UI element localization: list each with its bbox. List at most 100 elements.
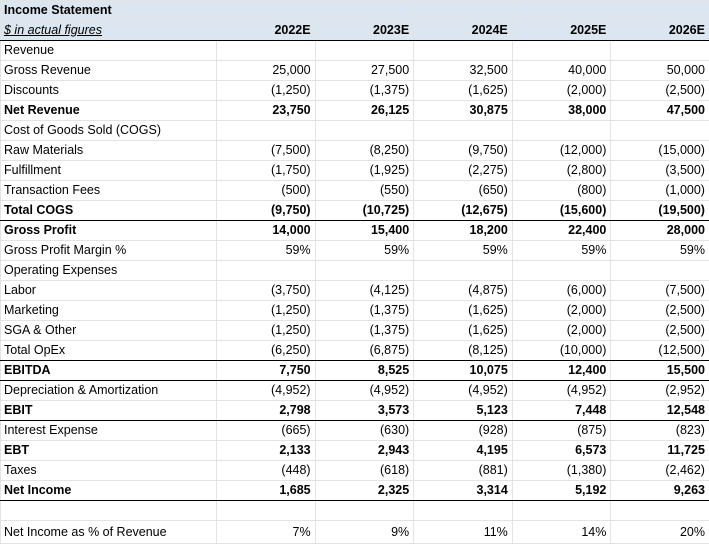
value-cell[interactable] [511, 40, 612, 61]
value-cell[interactable] [216, 40, 316, 61]
value-cell[interactable]: 59% [216, 240, 316, 261]
value-cell[interactable]: 2,798 [216, 400, 316, 421]
value-cell[interactable] [610, 260, 709, 281]
row-label[interactable]: Labor [0, 280, 217, 301]
value-cell[interactable]: (1,380) [511, 460, 612, 481]
row-label[interactable]: Raw Materials [0, 140, 217, 161]
value-cell[interactable] [610, 120, 709, 141]
value-cell[interactable]: (2,000) [511, 80, 612, 101]
value-cell[interactable]: (15,000) [610, 140, 709, 161]
value-cell[interactable]: 5,192 [511, 480, 612, 501]
value-cell[interactable]: (12,500) [610, 340, 709, 361]
row-label[interactable]: Net Income as % of Revenue [0, 520, 217, 544]
value-cell[interactable] [314, 40, 415, 61]
row-label[interactable]: EBIT [0, 400, 217, 421]
value-cell[interactable]: (3,500) [610, 160, 709, 181]
value-cell[interactable]: (500) [216, 180, 316, 201]
value-cell[interactable]: (1,625) [413, 320, 513, 341]
value-cell[interactable]: 3,314 [413, 480, 513, 501]
value-cell[interactable]: (1,250) [216, 320, 316, 341]
value-cell[interactable]: 27,500 [314, 60, 415, 81]
value-cell[interactable]: 2,943 [314, 440, 415, 461]
value-cell[interactable]: (1,750) [216, 160, 316, 181]
value-cell[interactable] [610, 40, 709, 61]
value-cell[interactable]: (4,952) [413, 380, 513, 401]
row-label[interactable]: Net Income [0, 480, 217, 501]
value-cell[interactable]: (1,250) [216, 300, 316, 321]
value-cell[interactable]: 59% [413, 240, 513, 261]
value-cell[interactable]: 22,400 [511, 220, 612, 241]
value-cell[interactable]: 47,500 [610, 100, 709, 121]
row-label[interactable]: Marketing [0, 300, 217, 321]
value-cell[interactable]: (875) [511, 420, 612, 441]
value-cell[interactable]: (2,000) [511, 300, 612, 321]
value-cell[interactable]: (2,952) [610, 380, 709, 401]
row-label[interactable]: Total COGS [0, 200, 217, 221]
value-cell[interactable]: 26,125 [314, 100, 415, 121]
value-cell[interactable]: 4,195 [413, 440, 513, 461]
row-label[interactable]: Depreciation & Amortization [0, 380, 217, 401]
value-cell[interactable]: 38,000 [511, 100, 612, 121]
row-label[interactable]: Gross Revenue [0, 60, 217, 81]
value-cell[interactable]: 50,000 [610, 60, 709, 81]
value-cell[interactable]: 15,500 [610, 360, 709, 381]
value-cell[interactable]: (881) [413, 460, 513, 481]
value-cell[interactable]: (2,000) [511, 320, 612, 341]
value-cell[interactable]: 9,263 [610, 480, 709, 501]
row-label[interactable]: EBITDA [0, 360, 217, 381]
value-cell[interactable]: (4,875) [413, 280, 513, 301]
value-cell[interactable]: 2,325 [314, 480, 415, 501]
value-cell[interactable]: 30,875 [413, 100, 513, 121]
value-cell[interactable]: (10,000) [511, 340, 612, 361]
value-cell[interactable]: 25,000 [216, 60, 316, 81]
value-cell[interactable]: (6,000) [511, 280, 612, 301]
value-cell[interactable]: (2,800) [511, 160, 612, 181]
value-cell[interactable]: (6,250) [216, 340, 316, 361]
value-cell[interactable]: (2,275) [413, 160, 513, 181]
value-cell[interactable]: 11,725 [610, 440, 709, 461]
value-cell[interactable]: (4,952) [216, 380, 316, 401]
value-cell[interactable] [216, 260, 316, 281]
value-cell[interactable]: (7,500) [216, 140, 316, 161]
value-cell[interactable]: 59% [314, 240, 415, 261]
value-cell[interactable]: (10,725) [314, 200, 415, 221]
value-cell[interactable]: (1,625) [413, 300, 513, 321]
value-cell[interactable]: 28,000 [610, 220, 709, 241]
value-cell[interactable]: 40,000 [511, 60, 612, 81]
value-cell[interactable]: (19,500) [610, 200, 709, 221]
value-cell[interactable]: (1,375) [314, 300, 415, 321]
value-cell[interactable] [511, 260, 612, 281]
row-label[interactable]: Net Revenue [0, 100, 217, 121]
value-cell[interactable]: (1,000) [610, 180, 709, 201]
value-cell[interactable]: 20% [610, 520, 709, 544]
row-label[interactable]: Fulfillment [0, 160, 217, 181]
value-cell[interactable]: 32,500 [413, 60, 513, 81]
row-label[interactable]: Discounts [0, 80, 217, 101]
value-cell[interactable] [413, 500, 513, 521]
value-cell[interactable]: (630) [314, 420, 415, 441]
value-cell[interactable]: (9,750) [216, 200, 316, 221]
value-cell[interactable]: 6,573 [511, 440, 612, 461]
row-label[interactable]: Interest Expense [0, 420, 217, 441]
year-header[interactable]: 2026E [610, 20, 709, 41]
value-cell[interactable]: 7% [216, 520, 316, 544]
value-cell[interactable] [511, 120, 612, 141]
year-header[interactable]: 2022E [216, 20, 316, 41]
row-label[interactable]: Cost of Goods Sold (COGS) [0, 120, 217, 141]
value-cell[interactable]: (8,125) [413, 340, 513, 361]
value-cell[interactable]: 7,448 [511, 400, 612, 421]
value-cell[interactable]: (1,375) [314, 80, 415, 101]
value-cell[interactable]: (12,675) [413, 200, 513, 221]
value-cell[interactable]: (448) [216, 460, 316, 481]
value-cell[interactable]: (8,250) [314, 140, 415, 161]
value-cell[interactable]: 8,525 [314, 360, 415, 381]
value-cell[interactable]: (2,462) [610, 460, 709, 481]
value-cell[interactable]: (823) [610, 420, 709, 441]
value-cell[interactable]: (4,125) [314, 280, 415, 301]
value-cell[interactable]: 12,400 [511, 360, 612, 381]
value-cell[interactable]: 5,123 [413, 400, 513, 421]
value-cell[interactable] [314, 260, 415, 281]
value-cell[interactable]: 9% [314, 520, 415, 544]
value-cell[interactable]: 7,750 [216, 360, 316, 381]
value-cell[interactable] [413, 260, 513, 281]
